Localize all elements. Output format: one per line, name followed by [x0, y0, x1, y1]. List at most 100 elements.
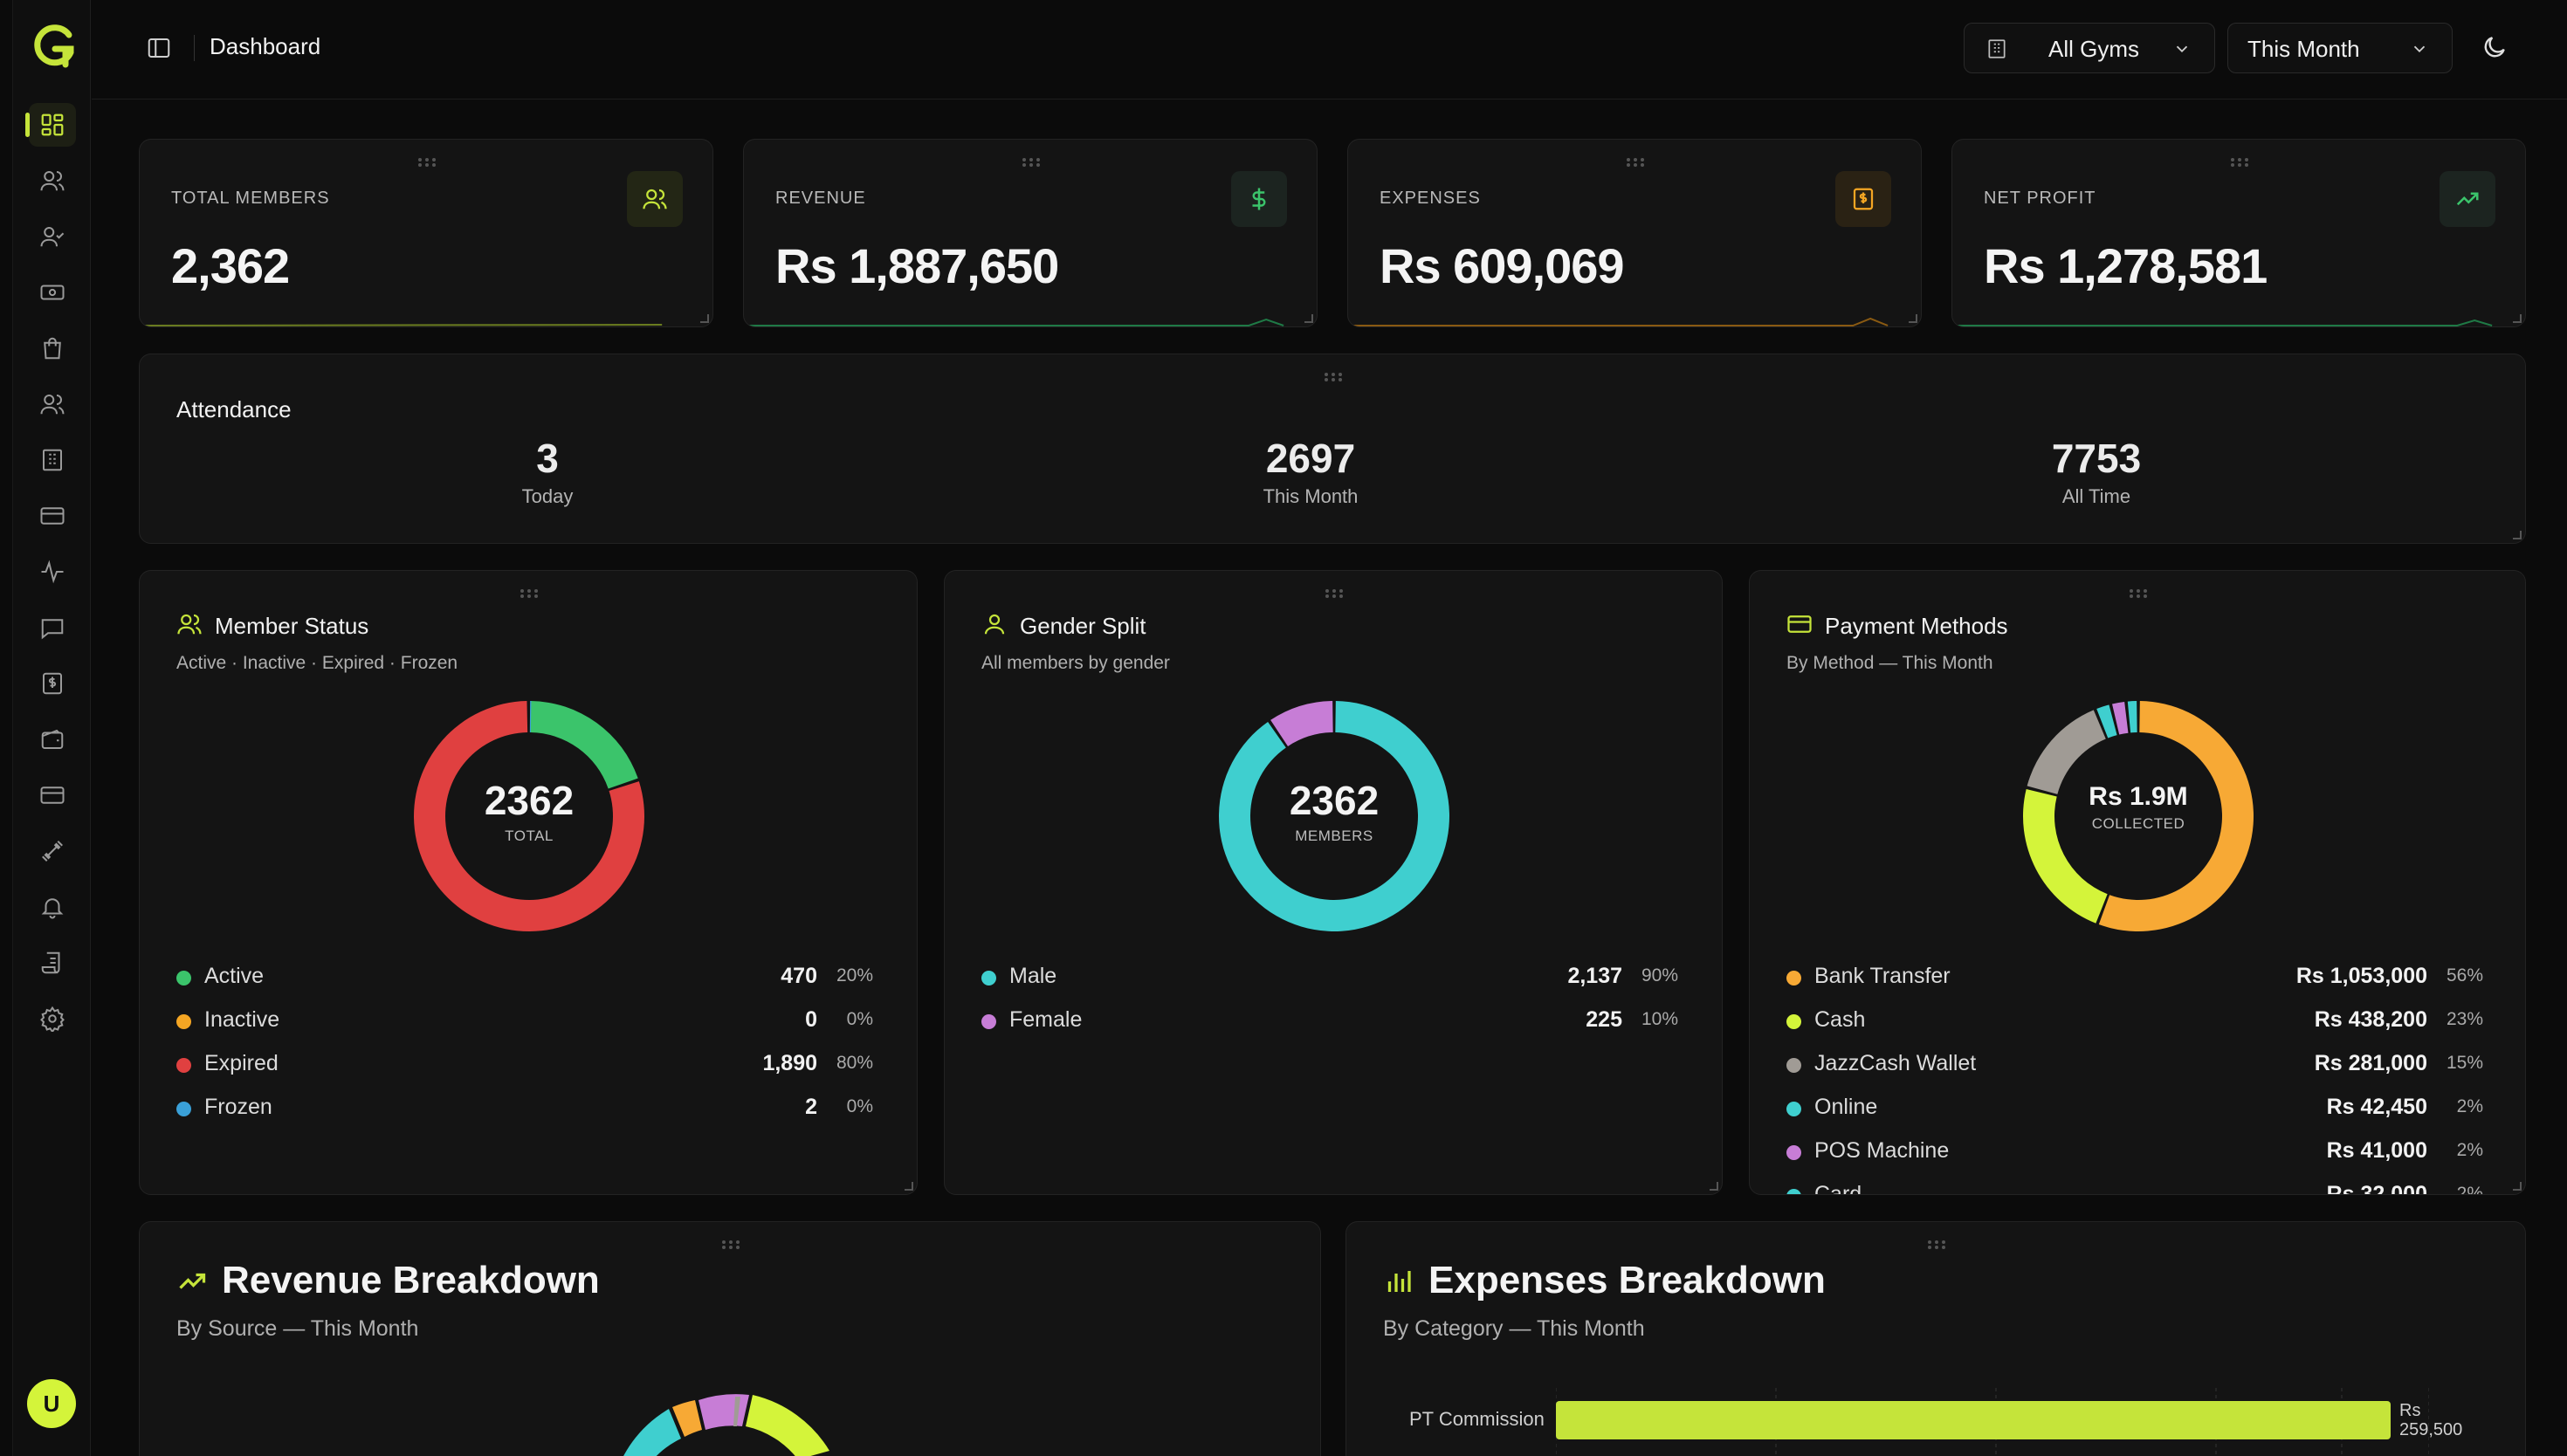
avatar[interactable]: U [27, 1379, 76, 1428]
legend-value: 2 [805, 1095, 817, 1119]
donut-segment[interactable] [2098, 701, 2254, 931]
staff-icon [40, 395, 65, 415]
sidebar-item-messages[interactable] [29, 606, 76, 649]
legend-name: Female [1009, 1007, 1083, 1032]
stat-value: Rs 609,069 [1380, 238, 1625, 293]
drag-handle-icon[interactable] [1325, 588, 1344, 599]
legend-item[interactable]: Online Rs 42,450 2% [1786, 1093, 2483, 1123]
legend-item[interactable]: Female 225 10% [981, 1006, 1678, 1035]
moon-icon[interactable] [2481, 33, 2509, 61]
sidebar-item-equipment[interactable] [29, 829, 76, 873]
credit-card-icon [1787, 615, 1812, 633]
donut-segment[interactable] [529, 701, 532, 733]
drag-handle-icon[interactable] [2129, 588, 2148, 599]
sidebar-item-logs[interactable] [29, 941, 76, 985]
resize-handle[interactable] [2513, 314, 2522, 323]
period-select[interactable]: This Month [2227, 23, 2453, 73]
legend-item[interactable]: Active 470 20% [176, 962, 873, 992]
gym-select[interactable]: All Gyms [1964, 23, 2215, 73]
legend-percent: 23% [2446, 1009, 2483, 1029]
legend-item[interactable]: Bank Transfer Rs 1,053,000 56% [1786, 962, 2483, 992]
logo-icon[interactable] [31, 23, 76, 72]
resize-handle[interactable] [1304, 314, 1313, 323]
legend-item[interactable]: Inactive 0 0% [176, 1006, 873, 1035]
resize-handle[interactable] [2513, 531, 2522, 539]
dollar-icon [1252, 188, 1266, 210]
donut-segment [623, 1409, 681, 1456]
legend-value: 225 [1586, 1007, 1622, 1032]
sidebar-item-payments[interactable] [29, 271, 76, 314]
legend-dot [1786, 1058, 1801, 1073]
stat-label: TOTAL MEMBERS [171, 189, 330, 208]
revenue-breakdown-donut [623, 1394, 829, 1456]
sidebar-item-dashboard[interactable] [25, 103, 76, 147]
drag-handle-icon[interactable] [1022, 157, 1041, 168]
legend-item[interactable]: Frozen 2 0% [176, 1093, 873, 1123]
legend-dot [176, 1102, 191, 1116]
drag-handle-icon[interactable] [1927, 1240, 1946, 1250]
payment-methods-card: Payment Methods By Method — This Month R… [1749, 570, 2526, 1195]
drag-handle-icon[interactable] [417, 157, 437, 168]
sidebar-toggle-icon[interactable] [146, 35, 172, 61]
legend-item[interactable]: POS Machine Rs 41,000 2% [1786, 1137, 2483, 1166]
resize-handle[interactable] [1710, 1182, 1718, 1191]
drag-handle-icon[interactable] [520, 588, 539, 599]
sidebar-item-wallet[interactable] [29, 718, 76, 761]
dashboard-icon [41, 113, 64, 136]
drag-handle-icon[interactable] [721, 1240, 740, 1250]
resize-handle[interactable] [700, 314, 709, 323]
message-icon [41, 619, 64, 640]
legend-percent: 20% [836, 965, 873, 986]
cash-icon [40, 285, 65, 300]
sidebar-item-notifications[interactable] [29, 885, 76, 929]
sidebar-item-members[interactable] [29, 159, 76, 203]
sidebar-item-branches[interactable] [29, 438, 76, 482]
bar-value-label: Rs 259,500 [2399, 1401, 2463, 1439]
donut-center-value: Rs 1.9M [2089, 782, 2188, 811]
donut-segment[interactable] [530, 701, 638, 789]
legend-dot [176, 1058, 191, 1073]
sidebar-item-activity[interactable] [29, 550, 76, 594]
sidebar-item-plans[interactable] [29, 494, 76, 538]
legend-item[interactable]: Expired 1,890 80% [176, 1049, 873, 1079]
legend-name: Frozen [204, 1095, 272, 1119]
attendance-title: Attendance [176, 396, 292, 422]
legend-value: Rs 1,053,000 [2295, 964, 2427, 988]
legend-item[interactable]: Card Rs 32,000 2% [1786, 1180, 2483, 1194]
sidebar-item-settings[interactable] [29, 997, 76, 1040]
attendance-alltime-value: 7753 [2051, 436, 2142, 481]
stat-card-expenses: EXPENSES Rs 609,069 [1347, 139, 1922, 327]
sidebar-item-billing[interactable] [29, 773, 76, 817]
donut-segment[interactable] [2127, 701, 2137, 733]
legend-percent: 0% [846, 1009, 873, 1029]
drag-handle-icon[interactable] [1324, 372, 1343, 382]
stat-icon-box [627, 171, 683, 227]
sidebar-item-shop[interactable] [29, 326, 76, 370]
donut-segment[interactable] [1270, 701, 1333, 746]
donut-segment[interactable] [2023, 788, 2108, 924]
stat-icon-box [1835, 171, 1891, 227]
sidebar-item-checkin[interactable] [29, 215, 76, 258]
legend-percent: 2% [2456, 1140, 2483, 1160]
scroll-icon [41, 951, 60, 974]
legend-name: Bank Transfer [1814, 964, 1951, 988]
receipt-icon [1853, 188, 1874, 210]
legend-name: Inactive [204, 1007, 280, 1032]
legend-item[interactable]: Cash Rs 438,200 23% [1786, 1006, 2483, 1035]
drag-handle-icon[interactable] [2230, 157, 2249, 168]
legend-item[interactable]: Male 2,137 90% [981, 962, 1678, 992]
resize-handle[interactable] [905, 1182, 913, 1191]
sidebar-item-staff[interactable] [29, 382, 76, 426]
gender-split-card: Gender Split All members by gender 2362 … [944, 570, 1723, 1195]
legend-item[interactable]: JazzCash Wallet Rs 281,000 15% [1786, 1049, 2483, 1079]
drag-handle-icon[interactable] [1626, 157, 1645, 168]
resize-handle[interactable] [2513, 1182, 2522, 1191]
donut-segment[interactable] [2096, 704, 2117, 738]
expense-bar[interactable] [1556, 1401, 2391, 1439]
legend-name: Cash [1814, 1007, 1866, 1032]
shopping-bag-icon [44, 337, 61, 360]
resize-handle[interactable] [1909, 314, 1917, 323]
sidebar-item-invoices[interactable] [29, 662, 76, 705]
donut-segment[interactable] [2027, 710, 2106, 794]
donut-segment[interactable] [2112, 701, 2129, 735]
